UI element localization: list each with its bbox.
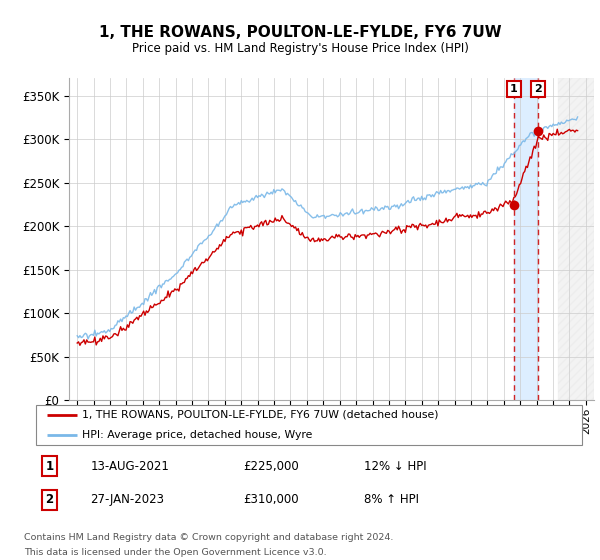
FancyBboxPatch shape — [36, 405, 582, 445]
Text: 27-JAN-2023: 27-JAN-2023 — [91, 493, 164, 506]
Text: £225,000: £225,000 — [244, 460, 299, 473]
Bar — [514, 78, 538, 400]
Text: 1: 1 — [46, 460, 54, 473]
Text: 1, THE ROWANS, POULTON-LE-FYLDE, FY6 7UW (detached house): 1, THE ROWANS, POULTON-LE-FYLDE, FY6 7UW… — [82, 410, 439, 420]
Text: HPI: Average price, detached house, Wyre: HPI: Average price, detached house, Wyre — [82, 430, 313, 440]
Text: 12% ↓ HPI: 12% ↓ HPI — [364, 460, 426, 473]
Text: 13-AUG-2021: 13-AUG-2021 — [91, 460, 169, 473]
Text: 1, THE ROWANS, POULTON-LE-FYLDE, FY6 7UW: 1, THE ROWANS, POULTON-LE-FYLDE, FY6 7UW — [98, 25, 502, 40]
Text: £310,000: £310,000 — [244, 493, 299, 506]
Text: 8% ↑ HPI: 8% ↑ HPI — [364, 493, 419, 506]
Text: Contains HM Land Registry data © Crown copyright and database right 2024.: Contains HM Land Registry data © Crown c… — [24, 533, 394, 542]
Bar — [558, 78, 594, 400]
Text: 2: 2 — [46, 493, 54, 506]
Text: 1: 1 — [510, 84, 518, 94]
Text: Price paid vs. HM Land Registry's House Price Index (HPI): Price paid vs. HM Land Registry's House … — [131, 42, 469, 55]
Text: This data is licensed under the Open Government Licence v3.0.: This data is licensed under the Open Gov… — [24, 548, 326, 557]
Text: 2: 2 — [534, 84, 542, 94]
